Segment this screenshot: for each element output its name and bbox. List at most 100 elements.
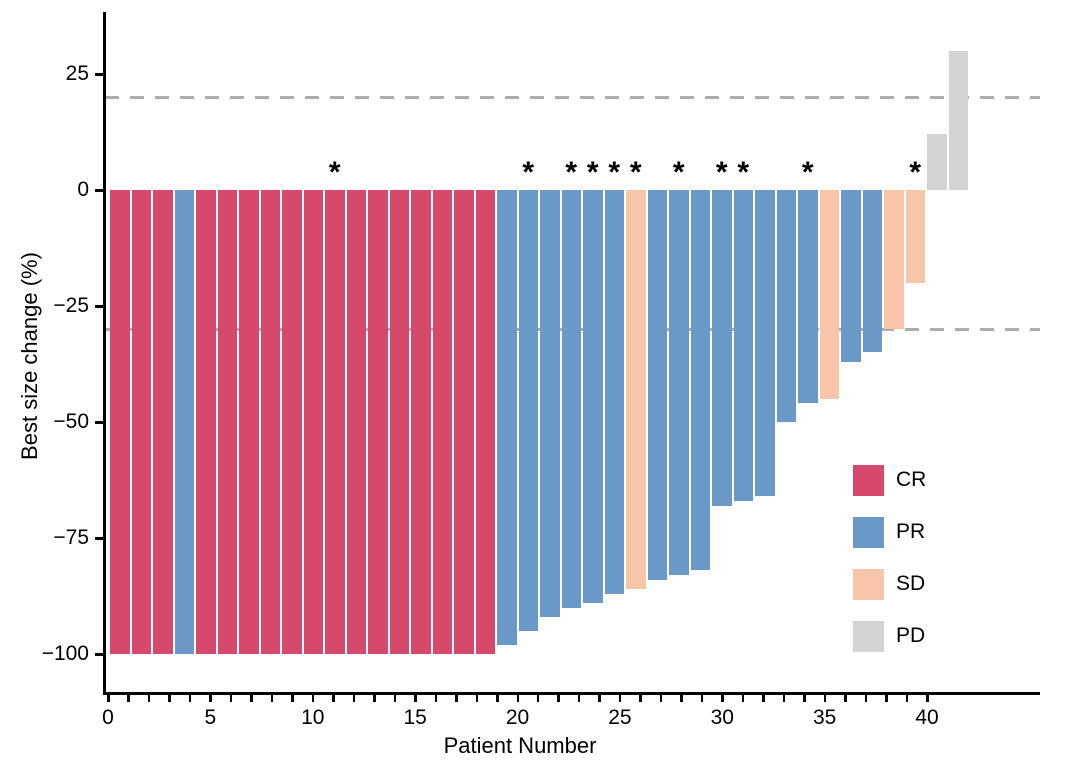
bar-patient-40-PD bbox=[948, 50, 968, 190]
x-tick-8 bbox=[270, 694, 274, 702]
bar-patient-31-PR bbox=[755, 190, 775, 497]
x-tick-36 bbox=[844, 694, 847, 702]
significance-star-patient-33: * bbox=[801, 156, 814, 189]
x-tick-4 bbox=[188, 694, 192, 702]
x-tick-label-40: 40 bbox=[915, 706, 939, 729]
bar-patient-10-CR bbox=[303, 190, 323, 654]
legend-item-pd: PD bbox=[853, 620, 925, 652]
bar-patient-24-PR bbox=[604, 190, 624, 594]
x-tick-26 bbox=[639, 694, 642, 702]
bar-patient-30-PR bbox=[733, 190, 753, 501]
bar-patient-4-PR bbox=[174, 190, 194, 654]
bar-patient-1-CR bbox=[110, 190, 130, 654]
x-tick-2 bbox=[147, 694, 151, 702]
bar-patient-2-CR bbox=[131, 190, 151, 654]
bar-patient-26-PR bbox=[647, 190, 667, 580]
significance-star-patient-24: * bbox=[608, 156, 621, 189]
bar-patient-15-CR bbox=[411, 190, 431, 654]
x-tick-1 bbox=[127, 694, 130, 702]
x-tick-label-30: 30 bbox=[710, 706, 734, 729]
y-tick-label--75: −75 bbox=[53, 526, 89, 549]
x-tick-40 bbox=[926, 694, 929, 702]
significance-star-patient-27: * bbox=[672, 156, 685, 189]
bar-patient-7-CR bbox=[239, 190, 259, 654]
x-tick-14 bbox=[393, 694, 397, 702]
bar-patient-5-CR bbox=[196, 190, 216, 654]
x-tick-label-35: 35 bbox=[812, 706, 837, 729]
y-tick-25 bbox=[95, 73, 103, 76]
x-tick-34 bbox=[803, 694, 806, 702]
legend-label-pd: PD bbox=[896, 624, 926, 647]
bar-patient-9-CR bbox=[282, 190, 302, 654]
legend-item-sd: SD bbox=[853, 568, 925, 600]
bar-patient-16-CR bbox=[432, 190, 452, 654]
x-tick-15 bbox=[414, 694, 417, 702]
x-tick-21 bbox=[536, 694, 540, 702]
x-tick-18 bbox=[475, 694, 479, 702]
legend-swatch-pd bbox=[853, 620, 884, 652]
x-tick-label-5: 5 bbox=[204, 706, 217, 729]
legend-label-cr: CR bbox=[896, 468, 927, 491]
x-tick-9 bbox=[291, 694, 294, 702]
bar-patient-27-PR bbox=[669, 190, 689, 576]
bar-patient-28-PR bbox=[690, 190, 710, 571]
legend: CR PR SD PD bbox=[853, 464, 1013, 676]
x-tick-37 bbox=[864, 694, 868, 702]
x-axis-title: Patient Number bbox=[443, 733, 597, 758]
x-tick-29 bbox=[700, 694, 704, 702]
bar-patient-32-PR bbox=[776, 190, 796, 422]
y-tick-label-25: 25 bbox=[65, 62, 89, 85]
x-tick-24 bbox=[598, 694, 601, 702]
x-tick-39 bbox=[905, 694, 909, 702]
significance-star-patient-11: * bbox=[328, 156, 341, 189]
x-tick-30 bbox=[721, 694, 724, 702]
y-tick-label--100: −100 bbox=[41, 642, 89, 665]
legend-swatch-pr bbox=[853, 516, 884, 548]
legend-item-pr: PR bbox=[853, 516, 925, 548]
y-tick--50 bbox=[95, 421, 103, 424]
x-tick-22 bbox=[557, 694, 560, 702]
bar-patient-12-CR bbox=[346, 190, 366, 654]
bar-patient-22-PR bbox=[561, 190, 581, 608]
legend-item-cr: CR bbox=[853, 464, 926, 496]
bar-patient-36-PR bbox=[862, 190, 882, 353]
bar-patient-13-CR bbox=[368, 190, 388, 654]
x-tick-32 bbox=[762, 694, 765, 702]
significance-star-patient-30: * bbox=[737, 156, 750, 189]
significance-star-patient-23: * bbox=[586, 156, 599, 189]
reference-line-20 bbox=[105, 95, 1040, 99]
x-tick-31 bbox=[741, 694, 745, 702]
legend-swatch-cr bbox=[853, 464, 884, 496]
bar-patient-25-SD bbox=[626, 190, 646, 590]
bar-patient-17-CR bbox=[454, 190, 474, 654]
bar-patient-6-CR bbox=[217, 190, 237, 654]
bar-patient-3-CR bbox=[153, 190, 173, 654]
y-tick-label--25: −25 bbox=[53, 294, 89, 317]
bar-patient-21-PR bbox=[540, 190, 560, 617]
bar-patient-33-PR bbox=[798, 190, 818, 404]
y-tick-label--50: −50 bbox=[53, 410, 89, 433]
bar-patient-29-PR bbox=[712, 190, 732, 506]
x-tick-25 bbox=[618, 694, 622, 702]
bar-patient-39-PD bbox=[927, 134, 947, 190]
x-tick-3 bbox=[168, 694, 171, 702]
x-tick-11 bbox=[332, 694, 335, 702]
bar-patient-8-CR bbox=[260, 190, 280, 654]
x-tick-28 bbox=[680, 694, 683, 702]
x-tick-17 bbox=[455, 694, 458, 702]
y-tick--75 bbox=[95, 537, 103, 540]
x-tick-16 bbox=[434, 694, 438, 702]
x-tick-12 bbox=[352, 694, 356, 702]
x-tick-5 bbox=[209, 694, 212, 702]
significance-star-patient-22: * bbox=[565, 156, 578, 189]
x-tick-23 bbox=[577, 694, 581, 702]
x-tick-20 bbox=[516, 694, 519, 702]
significance-star-patient-25: * bbox=[629, 156, 642, 189]
legend-swatch-sd bbox=[853, 568, 884, 600]
bar-patient-19-PR bbox=[497, 190, 517, 645]
bar-patient-11-CR bbox=[325, 190, 345, 654]
bar-patient-20-PR bbox=[518, 190, 538, 631]
x-axis-line bbox=[103, 692, 1040, 695]
x-tick-label-15: 15 bbox=[403, 706, 427, 729]
